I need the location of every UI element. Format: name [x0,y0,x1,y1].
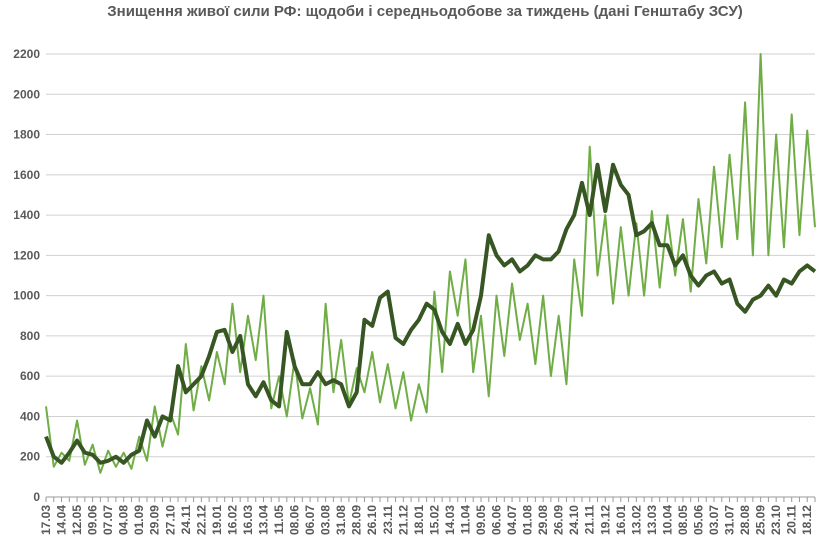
x-tick-label: 06.07 [303,505,317,535]
x-tick-label: 07.07 [101,505,115,535]
y-tick-label: 1200 [13,248,40,262]
y-tick-label: 600 [20,369,40,383]
x-tick-label: 04.07 [505,505,519,535]
x-tick-label: 23.11 [381,505,395,535]
x-tick-label: 21.11 [583,505,597,535]
x-tick-label: 01.08 [521,505,535,535]
x-tick-label: 03.08 [319,505,333,535]
y-tick-label: 2200 [13,47,40,61]
series-line [45,53,816,474]
y-tick-label: 800 [20,329,40,343]
x-tick-label: 27.10 [163,505,177,535]
x-tick-label: 19.12 [598,505,612,535]
series-line [44,162,817,465]
x-tick-label: 16.03 [241,505,255,535]
x-tick-label: 28.09 [350,505,364,535]
x-tick-label: 14.04 [55,505,69,535]
x-tick-label: 19.01 [210,505,224,535]
chart-title: Знищення живої сили РФ: щодоби і середнь… [107,3,743,20]
y-tick-label: 1800 [13,128,40,142]
y-tick-label: 1000 [13,289,40,303]
x-tick-label: 15.02 [427,505,441,535]
x-tick-label: 18.01 [412,505,426,535]
x-tick-label: 09.06 [86,505,100,535]
x-tick-label: 26.10 [365,505,379,535]
x-tick-label: 06.06 [490,505,504,535]
y-tick-label: 1600 [13,168,40,182]
x-tick-label: 29.08 [536,505,550,535]
y-tick-label: 200 [20,450,40,464]
x-tick-label: 20.11 [785,505,799,535]
x-tick-label: 24.10 [567,505,581,535]
x-tick-label: 22.12 [194,505,208,535]
x-tick-label: 11.04 [458,505,472,535]
x-tick-label: 31.08 [334,505,348,535]
x-tick-label: 08.05 [676,505,690,535]
x-tick-label: 25.09 [754,505,768,535]
x-tick-label: 10.04 [660,505,674,535]
x-tick-label: 18.12 [800,505,814,535]
x-tick-label: 09.05 [474,505,488,535]
x-tick-label: 13.02 [629,505,643,535]
x-tick-label: 29.09 [148,505,162,535]
x-tick-label: 17.03 [39,505,53,535]
x-tick-label: 01.09 [132,505,146,535]
x-tick-label: 16.02 [225,505,239,535]
y-tick-label: 400 [20,409,40,423]
x-tick-label: 08.06 [288,505,302,535]
x-tick-label: 16.01 [614,505,628,535]
y-tick-label: 1400 [13,208,40,222]
x-tick-label: 13.04 [256,505,270,535]
x-tick-label: 24.11 [179,505,193,535]
x-tick-label: 11.05 [272,505,286,535]
x-tick-label: 26.09 [552,505,566,535]
x-tick-label: 04.08 [117,505,131,535]
y-tick-label: 2000 [13,87,40,101]
x-tick-label: 28.08 [738,505,752,535]
x-tick-label: 23.10 [769,505,783,535]
x-tick-label: 31.07 [723,505,737,535]
x-tick-label: 21.12 [396,505,410,535]
x-tick-label: 14.03 [443,505,457,535]
x-tick-label: 12.05 [70,505,84,535]
x-tick-label: 05.06 [691,505,705,535]
x-tick-label: 03.07 [707,505,721,535]
x-tick-label: 13.03 [645,505,659,535]
y-tick-label: 0 [33,490,40,504]
